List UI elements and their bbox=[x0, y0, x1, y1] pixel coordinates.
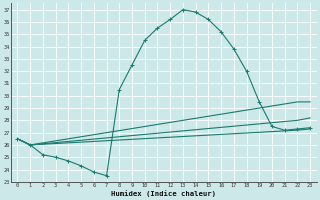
X-axis label: Humidex (Indice chaleur): Humidex (Indice chaleur) bbox=[111, 190, 216, 197]
